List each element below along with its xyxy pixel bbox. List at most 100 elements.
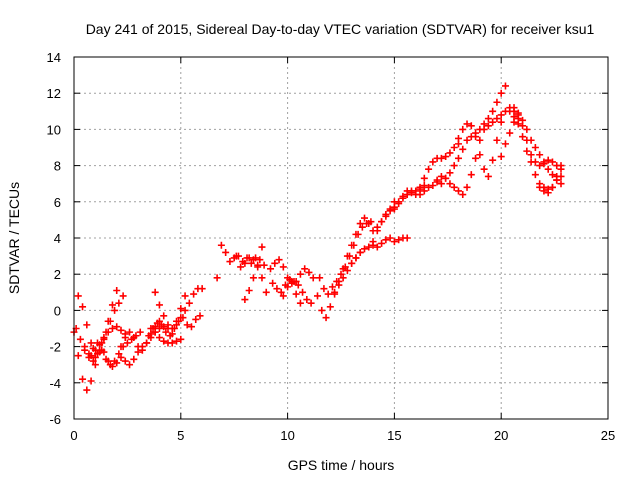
data-point <box>373 243 381 251</box>
series-seg-t <box>348 234 411 267</box>
data-point <box>416 183 424 191</box>
data-point <box>544 165 552 173</box>
data-point <box>275 256 283 264</box>
data-point <box>514 109 522 117</box>
data-point <box>232 252 240 260</box>
data-point <box>81 343 89 351</box>
data-point <box>177 335 185 343</box>
data-point <box>378 218 386 226</box>
data-point <box>356 220 364 228</box>
data-point <box>536 151 544 159</box>
data-point <box>260 261 268 269</box>
data-point <box>74 352 82 360</box>
data-point <box>117 326 125 334</box>
y-tick-labels: -6 -4 -2 0 2 4 6 8 10 12 14 <box>47 50 61 427</box>
data-point <box>296 270 304 278</box>
x-tick-label: 15 <box>387 428 401 443</box>
data-point <box>463 183 471 191</box>
series-seg-j <box>151 288 189 332</box>
data-point <box>136 328 144 336</box>
data-point <box>463 120 471 128</box>
data-point <box>237 263 245 271</box>
data-point <box>390 238 398 246</box>
data-point <box>403 234 411 242</box>
data-point <box>557 162 565 170</box>
data-point <box>79 375 87 383</box>
data-point <box>271 259 279 267</box>
data-point <box>501 140 509 148</box>
data-point <box>463 136 471 144</box>
x-tick-label: 20 <box>494 428 508 443</box>
data-point <box>480 165 488 173</box>
data-point <box>352 254 360 262</box>
data-point <box>373 227 381 235</box>
data-point <box>519 133 527 141</box>
series-seg-i <box>173 285 206 329</box>
data-point <box>446 149 454 157</box>
data-point <box>166 332 174 340</box>
data-point <box>446 169 454 177</box>
data-point <box>213 274 221 282</box>
data-point <box>155 325 163 332</box>
data-point <box>102 328 110 336</box>
data-point <box>318 306 326 314</box>
y-tick-label: 0 <box>54 303 61 318</box>
data-point <box>222 248 230 256</box>
data-point <box>111 306 119 314</box>
data-point <box>514 120 522 128</box>
data-point <box>168 339 176 347</box>
data-point <box>322 314 330 322</box>
series-seg-v <box>390 140 462 213</box>
data-point <box>160 337 168 345</box>
data-point <box>241 259 249 267</box>
x-tick-label: 10 <box>280 428 294 443</box>
data-point <box>279 263 287 271</box>
data-point <box>510 113 518 121</box>
x-tick-label: 5 <box>177 428 184 443</box>
data-point <box>181 292 189 300</box>
data-point <box>527 151 535 159</box>
x-tick-label: 0 <box>70 428 77 443</box>
data-point <box>87 377 95 385</box>
data-point <box>497 111 505 119</box>
y-tick-label: 2 <box>54 267 61 282</box>
data-point <box>429 158 437 166</box>
data-point <box>489 118 497 126</box>
data-point <box>121 357 129 365</box>
data-point <box>358 223 366 231</box>
data-point <box>382 210 390 218</box>
data-point <box>326 303 334 311</box>
data-point <box>117 353 125 361</box>
data-point <box>299 288 307 296</box>
data-point <box>506 129 514 137</box>
series-seg-l <box>232 252 270 296</box>
data-point <box>437 180 445 188</box>
data-point <box>386 234 394 242</box>
data-point <box>489 107 497 115</box>
data-point <box>540 158 548 166</box>
data-point <box>177 305 185 313</box>
data-point <box>100 334 108 342</box>
data-point <box>100 348 108 356</box>
data-point <box>155 334 163 342</box>
data-point <box>217 241 225 249</box>
data-point <box>433 176 441 184</box>
data-point <box>459 125 467 133</box>
y-tick-label: -4 <box>49 376 61 391</box>
data-point <box>523 147 531 155</box>
data-point <box>143 339 151 347</box>
series-seg-m <box>241 243 266 304</box>
y-tick-label: -2 <box>49 340 61 355</box>
data-point <box>420 187 428 195</box>
data-point <box>459 191 467 199</box>
data-point <box>149 325 157 332</box>
data-point <box>305 268 313 276</box>
data-point <box>459 145 467 153</box>
data-point <box>320 285 328 293</box>
data-point <box>472 154 480 162</box>
data-point <box>531 171 539 179</box>
data-point <box>254 263 262 271</box>
data-point <box>262 288 270 296</box>
data-point <box>192 315 200 323</box>
data-point <box>153 319 161 327</box>
